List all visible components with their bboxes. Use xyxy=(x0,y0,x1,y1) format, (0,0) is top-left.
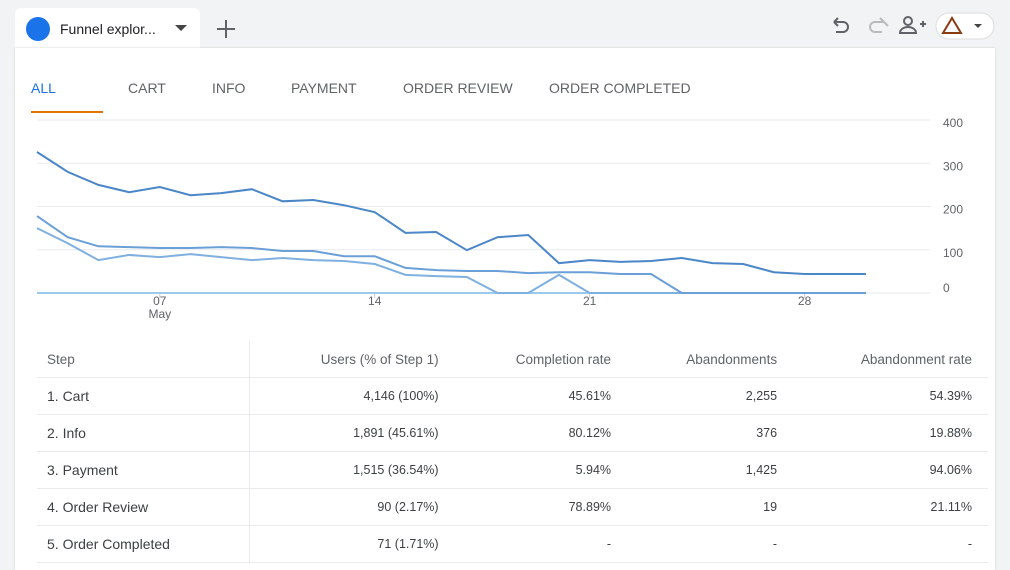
table-cell: 1,515 (36.54%) xyxy=(249,451,455,489)
table-cell: 5.94% xyxy=(454,451,628,489)
table-cell: 5. Order Completed xyxy=(37,525,250,563)
column-header[interactable]: Step xyxy=(37,341,250,378)
y-tick-label: 100 xyxy=(943,246,963,260)
step-tab[interactable]: PAYMENT xyxy=(291,80,357,96)
table-cell: 78.89% xyxy=(454,488,628,526)
table-row: 2. Info 1,891 (45.61%) 80.12% 376 19.88% xyxy=(37,414,988,452)
table-cell: 80.12% xyxy=(454,414,628,452)
table-row: 5. Order Completed 71 (1.71%) - - - xyxy=(37,525,988,563)
table-cell: 19 xyxy=(627,488,794,526)
table-cell: 90 (2.17%) xyxy=(249,488,455,526)
warning[interactable] xyxy=(941,16,963,34)
column-header[interactable]: Users (% of Step 1) xyxy=(249,341,455,378)
table-row: 1. Cart 4,146 (100%) 45.61% 2,255 54.39% xyxy=(37,377,988,415)
table-row: 3. Payment 1,515 (36.54%) 5.94% 1,425 94.06% xyxy=(37,451,988,489)
y-tick-label: 0 xyxy=(943,281,950,295)
table-cell: 94.06% xyxy=(793,451,988,489)
table-cell: 4. Order Review xyxy=(37,488,250,526)
table-cell: 2. Info xyxy=(37,414,250,452)
series-line xyxy=(36,215,866,294)
table-cell: 19.88% xyxy=(793,414,988,452)
column-header[interactable]: Abandonment rate xyxy=(793,341,988,378)
step-tab[interactable]: ORDER COMPLETED xyxy=(549,80,691,96)
table-cell: 71 (1.71%) xyxy=(249,525,455,563)
x-tick-label: 28 xyxy=(798,294,812,308)
table-cell: 1. Cart xyxy=(37,377,250,415)
series-line xyxy=(36,151,866,275)
funnel-table: Step Users (% of Step 1) Completion rate Ab… xyxy=(37,341,988,563)
redo[interactable] xyxy=(869,17,889,33)
table-cell: 4,146 (100%) xyxy=(249,377,455,415)
step-tab[interactable]: CART xyxy=(128,80,166,96)
table-cell: 3. Payment xyxy=(37,451,250,489)
x-tick-label: 21 xyxy=(583,294,597,308)
y-tick-label: 400 xyxy=(943,116,963,130)
x-tick-label: 07 xyxy=(153,294,167,308)
share[interactable] xyxy=(898,16,926,34)
table-cell: 2,255 xyxy=(627,377,794,415)
table-cell: - xyxy=(454,525,628,563)
table-row: 4. Order Review 90 (2.17%) 78.89% 19 21.11% xyxy=(37,488,988,526)
table-cell: 54.39% xyxy=(793,377,988,415)
step-tab[interactable]: ORDER REVIEW xyxy=(403,80,513,96)
x-month-label: May xyxy=(148,307,171,321)
series-line xyxy=(36,227,866,294)
y-tick-label: 200 xyxy=(943,203,963,217)
column-header[interactable]: Abandonments xyxy=(627,341,794,378)
undo[interactable] xyxy=(833,17,849,33)
table-cell: 21.11% xyxy=(793,488,988,526)
y-tick-label: 300 xyxy=(943,159,963,173)
table-cell: - xyxy=(793,525,988,563)
toolbar xyxy=(833,12,995,40)
step-tab[interactable]: ALL xyxy=(31,80,56,96)
table-cell: - xyxy=(627,525,794,563)
table-cell: 376 xyxy=(627,414,794,452)
header-row: Step Users (% of Step 1) Completion rate Ab… xyxy=(37,341,988,378)
step-tab[interactable]: INFO xyxy=(212,80,246,96)
add-tab[interactable] xyxy=(215,18,237,40)
column-header[interactable]: Completion rate xyxy=(454,341,628,378)
table-cell: 45.61% xyxy=(454,377,628,415)
tab-title: Funnel explor... xyxy=(60,21,156,37)
table-cell: 1,891 (45.61%) xyxy=(249,414,455,452)
x-tick-label: 14 xyxy=(368,294,382,308)
tab-indicator xyxy=(31,111,103,113)
table-cell: 1,425 xyxy=(627,451,794,489)
exploration-tab[interactable]: Funnel explor... xyxy=(15,8,200,49)
